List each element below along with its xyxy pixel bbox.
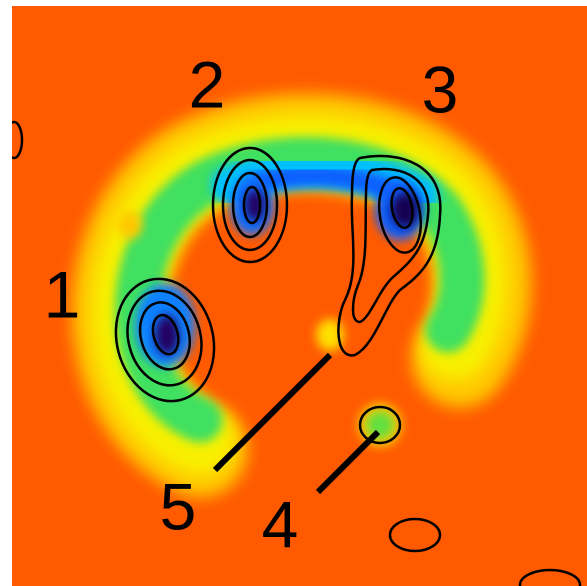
image-area: 1 2 3 4 5 xyxy=(12,6,587,586)
image-label: 4 xyxy=(262,487,299,561)
image-label: 3 xyxy=(422,52,459,126)
pointer-lines xyxy=(212,352,381,495)
arc-emission xyxy=(71,93,532,498)
contours xyxy=(12,120,582,586)
image-label: 2 xyxy=(189,47,226,121)
image-label: 5 xyxy=(160,469,197,543)
image-label: 1 xyxy=(44,257,81,331)
